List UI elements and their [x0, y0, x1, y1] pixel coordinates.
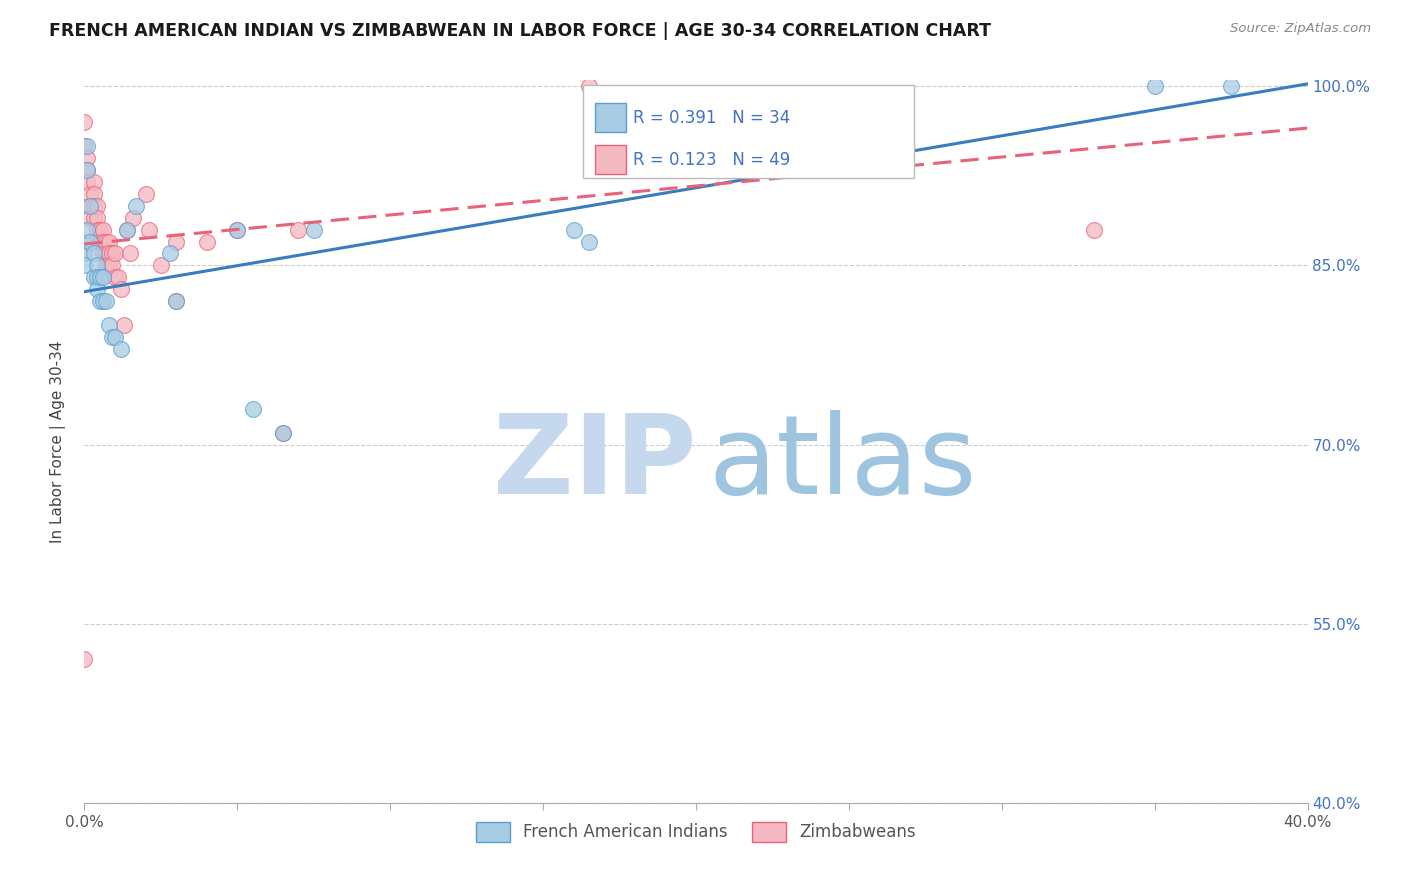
Point [101, 246, 124, 260]
Point [89, 294, 111, 309]
Point [578, 235, 600, 249]
Point [110, 282, 132, 296]
Point [271, 425, 294, 440]
Point [79, 199, 101, 213]
Point [89, 222, 111, 236]
Point [149, 259, 172, 273]
Text: atlas: atlas [709, 409, 977, 516]
Point [226, 222, 249, 236]
Point [76, 162, 98, 177]
Point [1083, 222, 1105, 236]
Point [107, 270, 129, 285]
Text: R = 0.123   N = 49: R = 0.123 N = 49 [633, 151, 790, 169]
Point [76, 162, 98, 177]
Point [302, 222, 325, 236]
Point [97, 246, 120, 260]
Point [110, 342, 132, 356]
Point [91, 246, 114, 260]
Point [226, 222, 249, 236]
Point [83, 175, 105, 189]
Point [104, 270, 127, 285]
Point [242, 401, 264, 416]
Point [94, 294, 117, 309]
Point [165, 235, 187, 249]
Point [120, 246, 142, 260]
Point [138, 222, 160, 236]
Point [79, 186, 101, 201]
Point [83, 199, 105, 213]
Point [94, 235, 117, 249]
Point [91, 270, 114, 285]
Point [91, 222, 114, 236]
Point [115, 222, 138, 236]
Point [86, 282, 108, 296]
Point [578, 79, 600, 94]
Point [101, 330, 124, 344]
Point [79, 199, 101, 213]
Point [83, 186, 105, 201]
Point [73, 235, 96, 249]
Point [562, 222, 585, 236]
Text: FRENCH AMERICAN INDIAN VS ZIMBABWEAN IN LABOR FORCE | AGE 30-34 CORRELATION CHAR: FRENCH AMERICAN INDIAN VS ZIMBABWEAN IN … [49, 22, 991, 40]
Point [101, 259, 124, 273]
Point [125, 199, 148, 213]
Point [165, 294, 187, 309]
Text: R = 0.391   N = 34: R = 0.391 N = 34 [633, 109, 790, 127]
Point [104, 246, 127, 260]
Point [79, 235, 101, 249]
Point [73, 139, 96, 153]
Point [86, 259, 108, 273]
Point [76, 175, 98, 189]
Point [94, 246, 117, 260]
Point [287, 222, 309, 236]
Point [97, 318, 120, 332]
Point [135, 186, 157, 201]
Point [83, 246, 105, 260]
Point [271, 425, 294, 440]
Point [195, 235, 218, 249]
Point [73, 246, 96, 260]
Point [94, 259, 117, 273]
Point [97, 235, 120, 249]
Point [79, 211, 101, 225]
Point [86, 211, 108, 225]
Point [165, 294, 187, 309]
Point [89, 235, 111, 249]
Point [1220, 79, 1243, 94]
Point [115, 222, 138, 236]
Point [86, 222, 108, 236]
Point [83, 270, 105, 285]
Point [122, 211, 145, 225]
Point [91, 294, 114, 309]
Point [86, 270, 108, 285]
Point [1143, 79, 1166, 94]
Point [86, 199, 108, 213]
Point [76, 151, 98, 165]
Text: Source: ZipAtlas.com: Source: ZipAtlas.com [1230, 22, 1371, 36]
Point [97, 259, 120, 273]
Point [83, 211, 105, 225]
Point [76, 139, 98, 153]
Text: ZIP: ZIP [492, 409, 696, 516]
Legend: French American Indians, Zimbabweans: French American Indians, Zimbabweans [470, 815, 922, 848]
Point [91, 235, 114, 249]
Point [159, 246, 181, 260]
Point [73, 652, 96, 666]
Point [104, 330, 127, 344]
Point [73, 259, 96, 273]
Point [89, 270, 111, 285]
Y-axis label: In Labor Force | Age 30-34: In Labor Force | Age 30-34 [51, 340, 66, 543]
Point [76, 222, 98, 236]
Point [112, 318, 135, 332]
Point [73, 115, 96, 129]
Point [89, 235, 111, 249]
